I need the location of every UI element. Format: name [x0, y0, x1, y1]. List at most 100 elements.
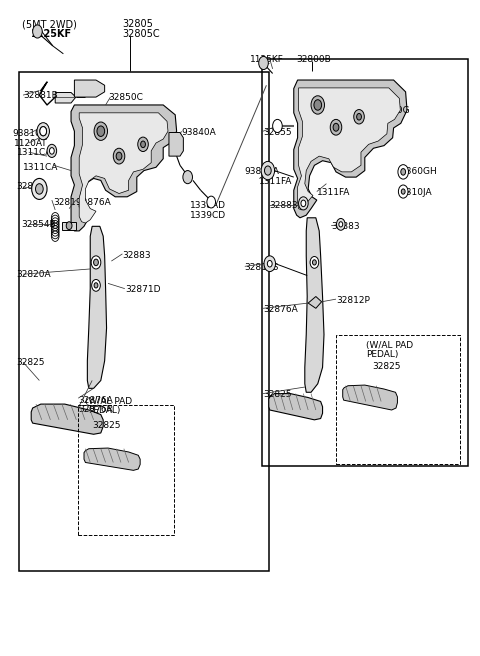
Text: 32812P: 32812P — [336, 296, 370, 305]
Circle shape — [401, 169, 406, 175]
Circle shape — [94, 259, 98, 266]
Text: 32815S: 32815S — [244, 263, 278, 272]
Circle shape — [32, 178, 47, 199]
Polygon shape — [71, 105, 177, 231]
Text: 1311CA: 1311CA — [17, 148, 52, 157]
Text: 32871D: 32871D — [125, 285, 160, 295]
Polygon shape — [37, 124, 49, 138]
Text: 32820A: 32820A — [16, 270, 50, 279]
Bar — [19, 72, 269, 571]
Text: PEDAL): PEDAL) — [366, 350, 398, 359]
Circle shape — [116, 152, 122, 160]
Text: 1311FA: 1311FA — [317, 188, 350, 197]
Circle shape — [273, 119, 282, 133]
Text: 32830G: 32830G — [374, 106, 410, 115]
Text: (5MT 2WD): (5MT 2WD) — [22, 19, 76, 30]
Circle shape — [49, 148, 54, 154]
Circle shape — [47, 144, 57, 157]
Circle shape — [91, 256, 101, 269]
Circle shape — [113, 148, 125, 164]
Circle shape — [183, 171, 192, 184]
Polygon shape — [294, 80, 407, 218]
Text: 32876A: 32876A — [263, 305, 298, 314]
Bar — [78, 405, 174, 535]
Text: (W/AL PAD: (W/AL PAD — [85, 397, 132, 406]
Bar — [336, 335, 460, 464]
Polygon shape — [62, 222, 76, 230]
Circle shape — [94, 283, 98, 288]
Text: 1310JA: 1310JA — [401, 188, 432, 197]
Circle shape — [37, 123, 49, 140]
Polygon shape — [87, 226, 107, 388]
Circle shape — [33, 25, 42, 38]
Text: 1311FA: 1311FA — [259, 176, 293, 186]
Text: 32881B: 32881B — [23, 91, 58, 100]
Circle shape — [36, 184, 43, 194]
Circle shape — [398, 185, 408, 198]
Text: 32854B: 32854B — [22, 220, 56, 229]
Circle shape — [330, 119, 342, 135]
Polygon shape — [31, 404, 103, 434]
Text: 32805: 32805 — [122, 19, 153, 30]
Polygon shape — [169, 133, 183, 156]
Text: 32800B: 32800B — [297, 54, 331, 64]
Circle shape — [264, 166, 271, 175]
Text: 1125KF: 1125KF — [250, 54, 284, 64]
Text: 32825: 32825 — [372, 361, 400, 371]
Bar — [262, 59, 468, 466]
Circle shape — [314, 100, 322, 110]
Circle shape — [207, 196, 216, 208]
Polygon shape — [343, 385, 397, 410]
Circle shape — [141, 141, 145, 148]
Polygon shape — [84, 448, 140, 470]
Text: 32805C: 32805C — [122, 29, 160, 39]
Text: 32876A: 32876A — [78, 396, 113, 405]
Circle shape — [66, 222, 72, 230]
Circle shape — [97, 126, 105, 136]
Text: 32825: 32825 — [263, 390, 291, 400]
Text: 32876R: 32876R — [78, 405, 113, 414]
Text: 93810B: 93810B — [12, 129, 47, 138]
Text: 32855: 32855 — [263, 128, 292, 137]
Circle shape — [354, 110, 364, 124]
Circle shape — [333, 123, 339, 131]
Text: 32883: 32883 — [331, 222, 360, 232]
Circle shape — [339, 222, 343, 227]
Circle shape — [40, 127, 47, 136]
Circle shape — [92, 279, 100, 291]
Circle shape — [357, 113, 361, 120]
Polygon shape — [74, 80, 105, 97]
Text: 1311CA: 1311CA — [23, 163, 59, 173]
Circle shape — [138, 137, 148, 152]
Text: (W/AL PAD: (W/AL PAD — [366, 340, 413, 350]
Polygon shape — [55, 92, 76, 103]
Circle shape — [398, 165, 408, 179]
Text: 1125KF: 1125KF — [31, 29, 72, 39]
Circle shape — [299, 197, 308, 210]
Text: 32825: 32825 — [93, 420, 121, 430]
Circle shape — [259, 56, 268, 70]
Circle shape — [310, 256, 319, 268]
Text: 93840A: 93840A — [181, 128, 216, 137]
Text: 32883: 32883 — [269, 201, 298, 211]
Text: 1360GH: 1360GH — [401, 167, 438, 176]
Text: 32883: 32883 — [122, 251, 151, 260]
Circle shape — [311, 96, 324, 114]
Text: 1338AD: 1338AD — [190, 201, 226, 211]
Circle shape — [312, 260, 316, 265]
Text: PEDAL): PEDAL) — [88, 406, 120, 415]
Polygon shape — [305, 218, 324, 392]
Text: 32825: 32825 — [16, 358, 44, 367]
Text: 1339CD: 1339CD — [190, 211, 226, 220]
Circle shape — [401, 189, 405, 194]
Circle shape — [264, 256, 276, 272]
Polygon shape — [269, 394, 323, 420]
Circle shape — [40, 127, 47, 136]
Circle shape — [94, 122, 108, 140]
Circle shape — [267, 260, 272, 267]
Polygon shape — [79, 113, 168, 223]
Text: 32850C: 32850C — [108, 92, 143, 102]
Text: 1120AT: 1120AT — [14, 138, 48, 148]
Circle shape — [301, 200, 306, 207]
Text: 32883: 32883 — [16, 182, 45, 192]
